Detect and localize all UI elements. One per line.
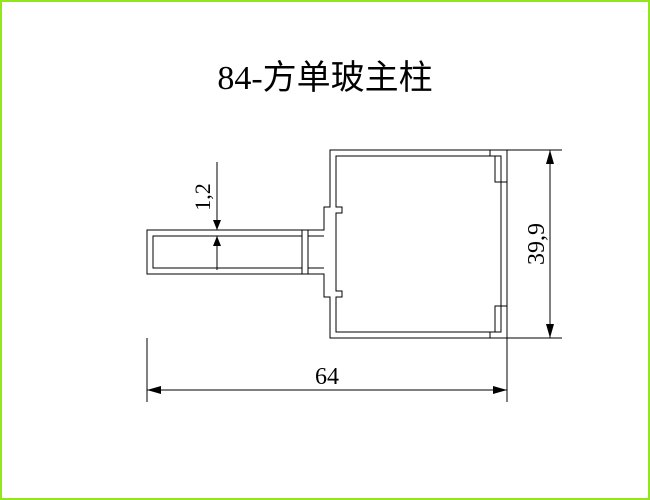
dim-height-value: 39,9 (524, 223, 550, 265)
profile-diagram: 64 39,9 1,2 (2, 2, 650, 500)
dim-height: 39,9 (507, 150, 562, 338)
profile-top-lip (490, 150, 507, 182)
profile-outer (147, 150, 507, 338)
profile-right-inner (336, 156, 501, 332)
dim-width: 64 (147, 338, 507, 402)
profile-left-slot-inner (153, 236, 302, 268)
profile-bottom-lip (490, 306, 507, 338)
drawing-frame: 84-方单玻主柱 64 (0, 0, 650, 500)
dim-thickness-value: 1,2 (190, 183, 215, 211)
dim-width-value: 64 (315, 364, 339, 390)
dim-thickness: 1,2 (190, 162, 232, 270)
